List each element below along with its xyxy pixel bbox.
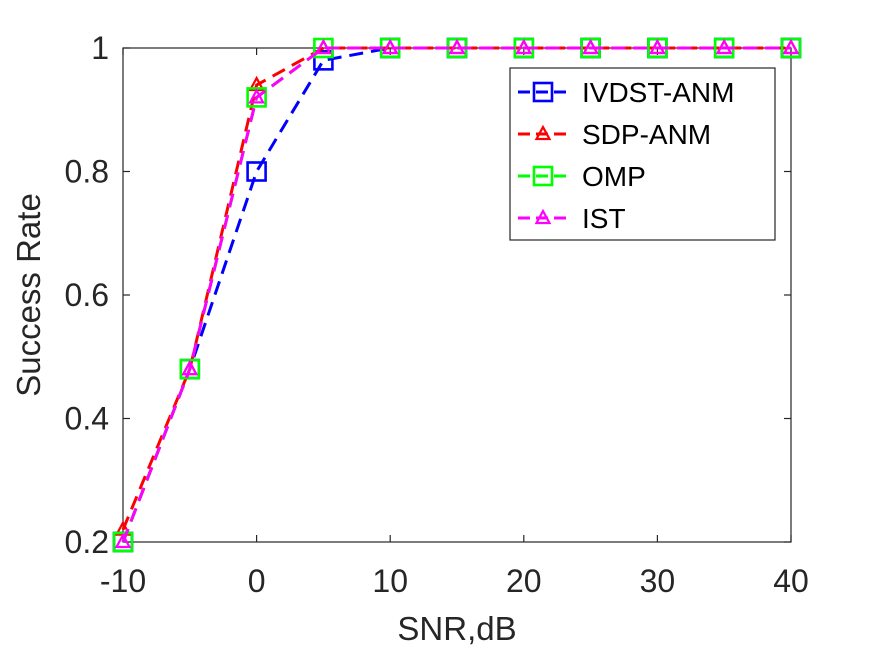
y-axis-label: Success Rate: [10, 193, 47, 397]
x-tick-label: 0: [248, 563, 266, 599]
y-axis-ticks: 0.2 0.4 0.6 0.8 1: [65, 30, 791, 560]
y-tick-label: 0.8: [65, 154, 109, 190]
data-point: [246, 161, 267, 182]
data-point: [715, 38, 733, 55]
data-point: [248, 88, 265, 104]
legend-label: OMP: [582, 161, 646, 192]
data-point: [315, 38, 332, 55]
legend-label: IST: [582, 203, 626, 234]
legend-item: OMP: [518, 161, 646, 192]
x-tick-label: 40: [773, 563, 809, 599]
data-point: [381, 38, 399, 55]
x-tick-label: -10: [100, 563, 146, 599]
data-point: [313, 50, 334, 71]
y-tick-label: 0.2: [65, 524, 109, 560]
legend-item: IST: [518, 203, 626, 234]
y-tick-label: 0.6: [65, 277, 109, 313]
y-tick-label: 1: [91, 30, 109, 66]
x-axis-label: SNR,dB: [397, 610, 516, 647]
x-tick-label: 30: [640, 563, 676, 599]
legend-marker: [532, 165, 554, 187]
legend-marker: [534, 208, 552, 225]
legend-marker: [534, 124, 552, 141]
legend-marker: [532, 81, 554, 103]
data-point: [114, 532, 132, 549]
series-line: [121, 46, 791, 543]
x-axis-ticks: -10 0 10 20 30 40: [100, 48, 809, 599]
data-point: [448, 38, 466, 55]
legend-label: SDP-ANM: [582, 119, 711, 150]
data-point: [181, 359, 199, 376]
x-tick-label: 20: [506, 563, 542, 599]
legend-item: IVDST-ANM: [518, 77, 734, 108]
y-tick-label: 0.4: [65, 401, 109, 437]
series-layer: [112, 37, 802, 553]
legend-item: SDP-ANM: [518, 119, 711, 150]
legend-label: IVDST-ANM: [582, 77, 734, 108]
data-point: [782, 38, 800, 55]
series-ist: [114, 38, 800, 549]
x-tick-label: 10: [372, 563, 408, 599]
data-point: [515, 38, 533, 55]
data-point: [582, 38, 599, 55]
data-point: [649, 38, 666, 55]
legend-box: [509, 67, 776, 241]
legend: IVDST-ANM SDP-ANM OMP IST: [509, 67, 776, 241]
